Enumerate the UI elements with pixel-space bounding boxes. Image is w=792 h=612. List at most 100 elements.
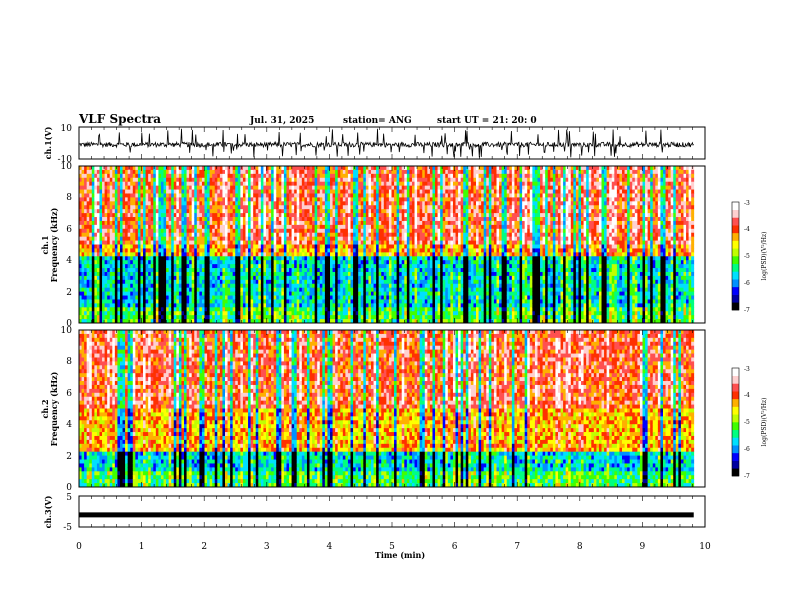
spectrogram-cell bbox=[112, 252, 116, 257]
spectrogram-cell bbox=[353, 295, 357, 300]
spectrogram-cell bbox=[345, 283, 349, 289]
spectrogram-cell bbox=[253, 287, 257, 293]
spectrogram-cell bbox=[301, 283, 305, 289]
spectrogram-cell bbox=[91, 295, 95, 300]
spectrogram-cell bbox=[196, 209, 200, 214]
spectrogram-cell bbox=[130, 244, 134, 249]
spectrogram-cell bbox=[294, 185, 298, 190]
spectrogram-cell bbox=[81, 213, 85, 218]
spectrogram-cell bbox=[265, 185, 269, 190]
spectrogram-cell bbox=[324, 256, 328, 261]
spectrogram-cell bbox=[91, 181, 95, 187]
spectrogram-cell bbox=[227, 220, 231, 226]
spectrogram-cell bbox=[125, 213, 129, 218]
spectrogram-cell bbox=[163, 205, 167, 210]
spectrogram-cell bbox=[232, 173, 236, 179]
spectrogram-cell bbox=[335, 177, 339, 183]
spectrogram-cell bbox=[253, 217, 257, 222]
spectrogram-cell bbox=[122, 244, 126, 249]
spectrogram-cell bbox=[253, 268, 257, 273]
spectrogram-cell bbox=[373, 232, 377, 238]
spectrogram-cell bbox=[271, 205, 275, 210]
spectrogram-cell bbox=[199, 236, 203, 241]
spectrogram-cell bbox=[102, 177, 106, 183]
spectrogram-cell bbox=[271, 279, 275, 285]
spectrogram-cell bbox=[181, 295, 185, 300]
spectrogram-cell bbox=[255, 193, 259, 198]
spectrogram-cell bbox=[347, 205, 351, 210]
spectrogram-cell bbox=[199, 244, 203, 249]
spectrogram-cell bbox=[335, 181, 339, 187]
spectrogram-cell bbox=[301, 287, 305, 293]
spectrogram-cell bbox=[324, 311, 328, 316]
spectrogram-cell bbox=[283, 287, 287, 293]
spectrogram-cell bbox=[342, 299, 346, 304]
spectrogram-cell bbox=[107, 264, 111, 269]
spectrogram-cell bbox=[301, 201, 305, 206]
spectrogram-cell bbox=[258, 271, 262, 277]
spectrogram-cell bbox=[378, 217, 382, 222]
spectrogram-cell bbox=[132, 303, 136, 308]
spectrogram-cell bbox=[86, 224, 90, 230]
spectrogram-cell bbox=[181, 264, 185, 269]
spectrogram-cell bbox=[350, 256, 354, 261]
spectrogram-cell bbox=[143, 240, 146, 245]
spectrogram-cell bbox=[304, 279, 308, 285]
spectrogram-cell bbox=[281, 236, 285, 241]
spectrogram-cell bbox=[319, 236, 323, 241]
spectrogram-cell bbox=[176, 256, 180, 261]
spectrogram-cell bbox=[168, 220, 172, 226]
spectrogram-cell bbox=[153, 248, 157, 253]
spectrogram-cell bbox=[204, 228, 208, 234]
spectrogram-cell bbox=[330, 236, 333, 241]
spectrogram-cell bbox=[201, 173, 205, 179]
spectrogram-cell bbox=[237, 268, 241, 273]
spectrogram-cell bbox=[304, 248, 308, 253]
spectrogram-cell bbox=[283, 283, 287, 289]
spectrogram-cell bbox=[166, 248, 170, 253]
spectrogram-cell bbox=[330, 173, 333, 179]
spectrogram-cell bbox=[130, 240, 134, 245]
spectrogram-cell bbox=[248, 244, 252, 249]
spectrogram-cell bbox=[317, 166, 321, 171]
spectrogram-cell bbox=[201, 244, 205, 249]
spectrogram-cell bbox=[347, 315, 351, 320]
spectrogram-cell bbox=[112, 189, 116, 194]
spectrogram-cell bbox=[189, 201, 193, 206]
spectrogram-cell bbox=[250, 220, 254, 226]
spectrogram-cell bbox=[240, 193, 244, 198]
spectrogram-cell bbox=[235, 217, 239, 222]
spectrogram-cell bbox=[225, 311, 228, 316]
spectrogram-cell bbox=[163, 311, 167, 316]
spectrogram-cell bbox=[324, 232, 328, 238]
spectrogram-cell bbox=[376, 311, 380, 316]
spectrogram-cell bbox=[281, 248, 285, 253]
spectrogram-cell bbox=[383, 279, 387, 285]
spectrogram-cell bbox=[317, 260, 321, 265]
spectrogram-cell bbox=[137, 197, 141, 202]
spectrogram-cell bbox=[150, 197, 154, 202]
spectrogram-cell bbox=[306, 213, 310, 218]
spectrogram-cell bbox=[173, 299, 177, 304]
spectrogram-cell bbox=[276, 264, 280, 269]
spectrogram-cell bbox=[199, 303, 203, 308]
spectrogram-cell bbox=[324, 240, 328, 245]
spectrogram-cell bbox=[327, 236, 331, 241]
spectrogram-cell bbox=[260, 311, 264, 316]
spectrogram-cell bbox=[137, 244, 141, 249]
spectrogram-cell bbox=[319, 260, 323, 265]
spectrogram-cell bbox=[160, 224, 164, 230]
spectrogram-cell bbox=[242, 248, 246, 253]
spectrogram-cell bbox=[91, 291, 95, 296]
spectrogram-cell bbox=[278, 189, 282, 194]
spectrogram-cell bbox=[330, 291, 333, 296]
spectrogram-cell bbox=[119, 205, 123, 210]
spectrogram-cell bbox=[291, 181, 295, 187]
spectrogram-cell bbox=[376, 166, 380, 171]
spectrogram-cell bbox=[248, 177, 252, 183]
spectrogram-cell bbox=[127, 224, 131, 230]
spectrogram-cell bbox=[155, 224, 159, 230]
spectrogram-cell bbox=[332, 256, 336, 261]
spectrogram-cell bbox=[230, 244, 234, 249]
spectrogram-cell bbox=[342, 271, 346, 277]
